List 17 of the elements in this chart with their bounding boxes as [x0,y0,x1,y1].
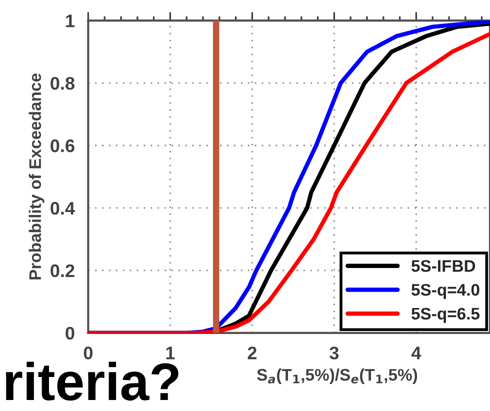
text: S$_{a}$(T$_{1}$,5%)/S$_{e}$(T$_{1}$,5%) [257,368,418,384]
x-tick-label: 4 [411,346,422,360]
x-tick-label: 3 [330,346,339,360]
y-tick-label: 0 [66,326,74,340]
y-tick-label: 0.2 [50,264,74,278]
y-tick-label: 0.6 [50,139,74,152]
text: riteria? [6,362,178,401]
legend-label: 5S-IFBD [411,260,476,272]
x-tick-label: 2 [248,346,256,360]
y-tick-label: 0.4 [50,202,75,215]
y-axis-title: Probability of Exceedance [28,74,44,280]
legend-label: 5S-q=4.0 [411,284,480,300]
y-tick-label: 0.8 [50,76,74,90]
x-tick-label: 1 [166,346,175,360]
y-tick-label: 1 [66,14,75,28]
legend-label: 5S-q=6.5 [411,308,480,323]
x-tick-label: 0 [84,346,92,360]
